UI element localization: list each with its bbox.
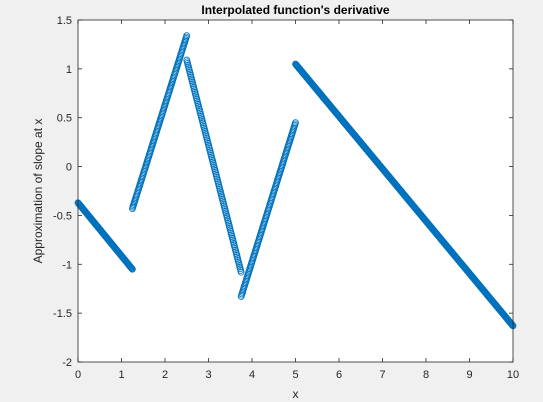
y-tick-label: -0.5 [53, 210, 72, 222]
chart-title: Interpolated function's derivative [201, 3, 390, 17]
y-tick-label: 0 [66, 162, 72, 174]
x-tick-label: 9 [466, 369, 472, 381]
data-point [507, 320, 515, 328]
y-tick-label: 1.5 [57, 15, 72, 27]
y-axis-label: Approximation of slope at x [31, 119, 45, 264]
x-tick-label: 10 [507, 369, 519, 381]
x-axis-label: x [293, 387, 299, 401]
tick-labels: 0 1 2 3 4 5 6 7 8 9 10 -2 -1.5 -1 -0.5 0 0.5 1 1.5 [53, 15, 519, 381]
x-tick-label: 4 [249, 369, 255, 381]
x-tick-label: 6 [336, 369, 342, 381]
y-tick-label: 1 [66, 64, 72, 76]
data-point [508, 320, 516, 328]
data-point [183, 32, 191, 40]
data-point [128, 265, 136, 273]
y-tick-label: 0.5 [57, 113, 72, 125]
y-tick-label: -1.5 [53, 308, 72, 320]
x-tick-label: 5 [292, 369, 298, 381]
x-tick-label: 8 [423, 369, 429, 381]
x-tick-label: 0 [75, 369, 81, 381]
plot-border [77, 19, 514, 363]
data-point [128, 264, 135, 272]
data-point [128, 265, 136, 273]
data-point [508, 321, 516, 329]
data-point [237, 268, 245, 276]
y-tick-label: -1 [62, 259, 72, 271]
data-point [292, 119, 299, 126]
plot-area [78, 20, 513, 362]
x-tick-label: 2 [162, 369, 168, 381]
x-tick-label: 3 [205, 369, 211, 381]
x-tick-label: 1 [118, 369, 124, 381]
data-point [127, 263, 135, 271]
x-tick-label: 7 [379, 369, 385, 381]
data-markers [74, 32, 517, 330]
y-tick-label: -2 [62, 357, 72, 369]
